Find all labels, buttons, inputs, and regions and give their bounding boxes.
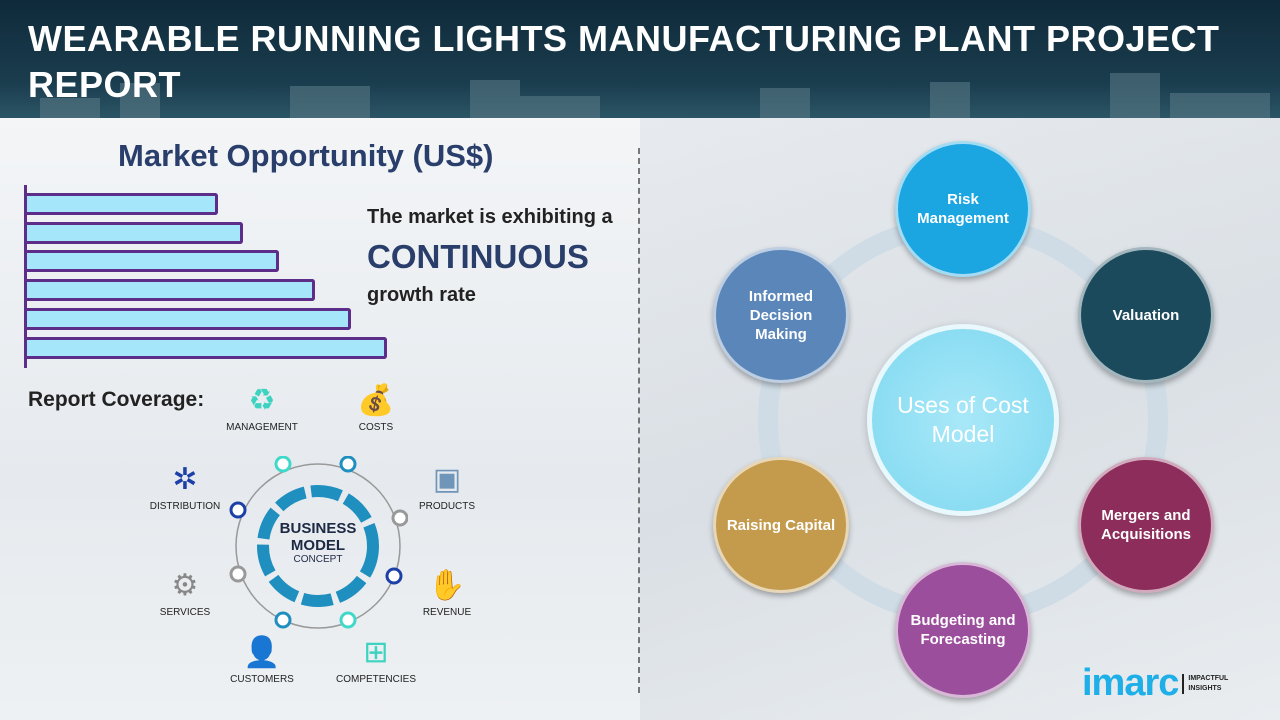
coverage-competencies: ⊞ COMPETENCIES bbox=[331, 636, 421, 685]
coverage-label: CUSTOMERS bbox=[230, 674, 294, 685]
report-coverage-label: Report Coverage: bbox=[28, 388, 205, 411]
box-icon: ▣ bbox=[432, 463, 462, 496]
center-line2: MODEL bbox=[290, 537, 346, 554]
coverage-costs: 💰 COSTS bbox=[331, 384, 421, 433]
market-highlight: CONTINUOUS bbox=[367, 238, 589, 275]
coverage-label: COSTS bbox=[358, 422, 394, 433]
raising-capital-circle: Raising Capital bbox=[713, 457, 849, 593]
coverage-management: ♻ MANAGEMENT bbox=[217, 384, 307, 433]
market-text-2: growth rate bbox=[367, 284, 476, 306]
market-bar bbox=[27, 307, 351, 330]
coverage-label: COMPETENCIES bbox=[335, 674, 416, 685]
center-line3: CONCEPT bbox=[293, 554, 343, 565]
coverage-services: ⚙ SERVICES bbox=[140, 569, 230, 618]
center-line1: BUSINESS bbox=[279, 520, 357, 537]
org-chart-icon: ⊞ bbox=[363, 636, 389, 669]
market-bar bbox=[27, 193, 218, 215]
money-bag-icon: 💰 bbox=[357, 384, 395, 417]
logo-tagline: IMPACTFUL INSIGHTS bbox=[1182, 673, 1242, 694]
budgeting-forecasting-circle: Budgeting and Forecasting bbox=[895, 562, 1031, 698]
coverage-distribution: ✲ DISTRIBUTION bbox=[140, 463, 230, 512]
risk-management-circle: Risk Management bbox=[895, 141, 1031, 277]
coverage-label: SERVICES bbox=[159, 607, 211, 618]
market-bar bbox=[27, 279, 315, 302]
market-bar bbox=[27, 250, 279, 273]
coverage-label: DISTRIBUTION bbox=[149, 501, 221, 512]
informed-decision-circle: Informed Decision Making bbox=[713, 247, 849, 383]
coverage-label: PRODUCTS bbox=[418, 501, 476, 512]
market-bar bbox=[27, 336, 387, 359]
coverage-customers: 👤 CUSTOMERS bbox=[217, 636, 307, 685]
logo-word: imarc bbox=[1082, 662, 1179, 704]
divider bbox=[638, 148, 640, 693]
hand-coins-icon: ✋ bbox=[428, 569, 466, 602]
coverage-revenue: ✋ REVENUE bbox=[402, 569, 492, 618]
network-icon: ✲ bbox=[172, 463, 198, 496]
bar-axis bbox=[24, 185, 27, 368]
coverage-products: ▣ PRODUCTS bbox=[402, 463, 492, 512]
mergers-acquisitions-circle: Mergers and Acquisitions bbox=[1078, 457, 1214, 593]
page-title: WEARABLE RUNNING LIGHTS MANUFACTURING PL… bbox=[28, 18, 1220, 105]
business-model-center: BUSINESS MODEL CONCEPT bbox=[258, 520, 378, 565]
lightbulb-cycle-icon: ♻ bbox=[248, 384, 276, 417]
business-model-ring bbox=[229, 456, 408, 629]
coverage-label: MANAGEMENT bbox=[226, 422, 298, 433]
cost-model-center: Uses of Cost Model bbox=[867, 324, 1059, 516]
market-text: The market is exhibiting a bbox=[367, 206, 613, 228]
coverage-label: REVENUE bbox=[422, 607, 472, 618]
header-banner: WEARABLE RUNNING LIGHTS MANUFACTURING PL… bbox=[0, 0, 1280, 118]
market-bar bbox=[27, 221, 243, 244]
imarc-logo: imarc IMPACTFUL INSIGHTS bbox=[1082, 662, 1242, 705]
gears-icon: ⚙ bbox=[171, 569, 199, 602]
market-opportunity-title: Market Opportunity (US$) bbox=[118, 138, 494, 173]
valuation-circle: Valuation bbox=[1078, 247, 1214, 383]
user-icon: 👤 bbox=[243, 636, 281, 669]
